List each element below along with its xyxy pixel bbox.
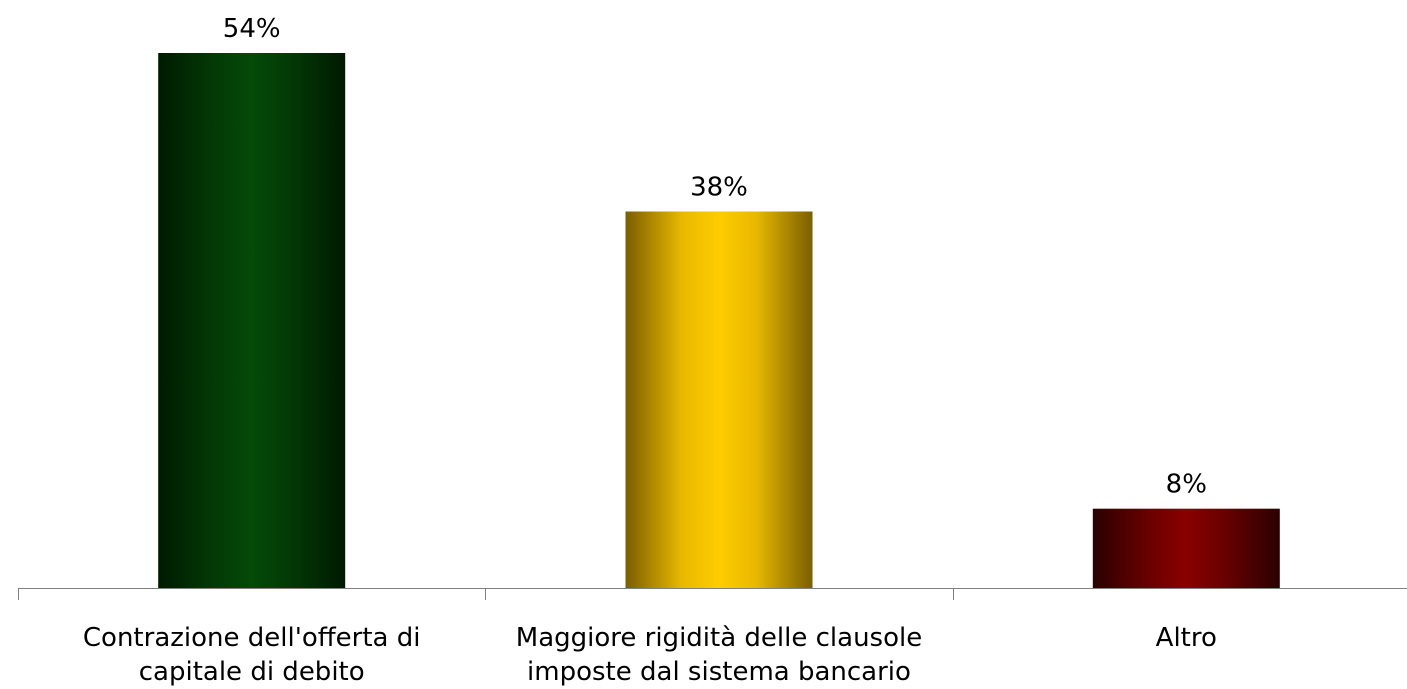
bar-1 [158, 53, 346, 588]
bar-2 [625, 211, 813, 588]
data-label-2: 38% [690, 173, 748, 203]
category-label-1-line-2: capitale di debito [139, 657, 365, 687]
category-labels-layer: Contrazione dell'offerta di capitale di d… [83, 623, 1217, 687]
category-label-2-line-1: Maggiore rigidità delle clausole [516, 623, 922, 653]
data-labels-layer: 54% 38% 8% [223, 14, 1207, 500]
category-label-3-line-1: Altro [1156, 623, 1217, 653]
data-label-3: 8% [1166, 470, 1207, 500]
category-label-1-line-1: Contrazione dell'offerta di [83, 623, 421, 653]
category-label-2-line-2: imposte dal sistema bancario [527, 657, 911, 687]
bars-layer [158, 53, 1280, 588]
data-label-1: 54% [223, 14, 281, 44]
bar-3 [1092, 508, 1280, 588]
x-axis [18, 588, 1407, 600]
